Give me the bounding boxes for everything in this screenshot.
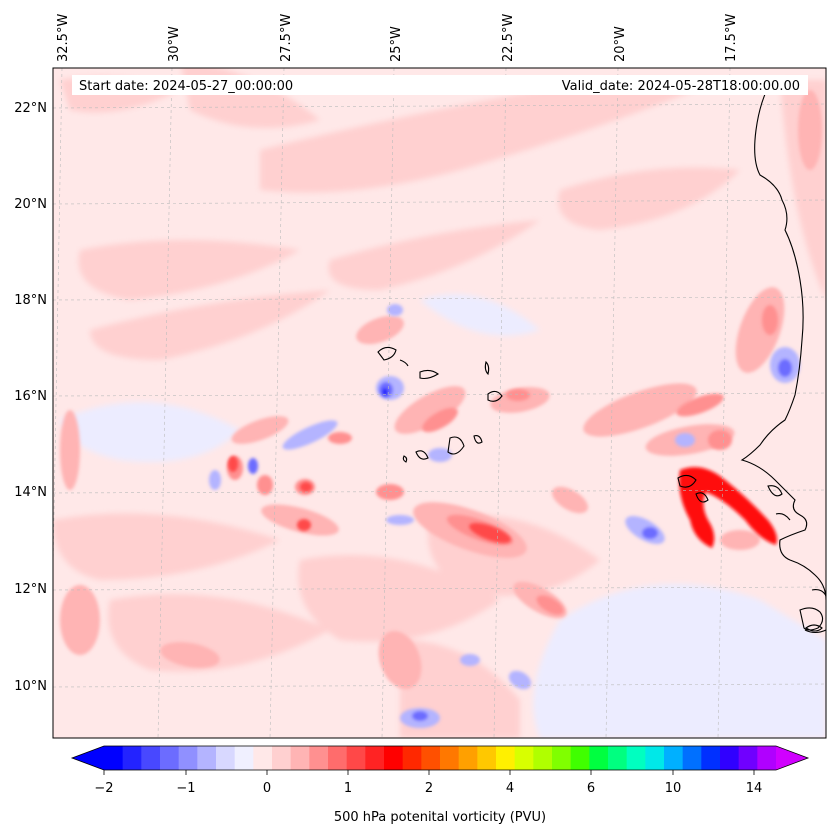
lon-label: 30°W — [167, 26, 182, 62]
colorbar-cell — [328, 746, 348, 770]
colorbar-under-arrow — [72, 746, 104, 770]
map-plot-area: Start date: 2024-05-27_00:00:00 Valid_da… — [53, 68, 826, 738]
colorbar-tick-label: −1 — [176, 781, 195, 796]
graticule — [53, 68, 826, 738]
colorbar-cell — [533, 746, 553, 770]
africa-coast — [740, 79, 826, 601]
colorbar-cell — [122, 746, 142, 770]
colorbar-cell — [216, 746, 236, 770]
colorbar-tick-label: 2 — [425, 781, 433, 796]
colorbar-cell — [570, 746, 590, 770]
lat-label: 22°N — [14, 101, 47, 116]
longitude-labels: 32.5°W 30°W 27.5°W 25°W 22.5°W 20°W 17.5… — [56, 14, 739, 62]
colorbar-cell — [589, 746, 609, 770]
colorbar-cell — [682, 746, 702, 770]
coastlines — [740, 79, 826, 634]
lat-label: 10°N — [14, 679, 47, 694]
colorbar-cell — [290, 746, 310, 770]
colorbar: −2 −1 0 1 2 4 6 10 14 500 hPa potenital … — [70, 745, 810, 825]
colorbar-tick-label: 6 — [587, 781, 595, 796]
lat-label: 20°N — [14, 197, 47, 212]
colorbar-cell — [272, 746, 292, 770]
colorbar-tick-label: 14 — [746, 781, 763, 796]
colorbar-cell — [160, 746, 180, 770]
lon-label: 32.5°W — [56, 14, 71, 62]
colorbar-cell — [496, 746, 516, 770]
colorbar-tick-label: −2 — [94, 781, 113, 796]
lon-label: 27.5°W — [279, 14, 294, 62]
colorbar-cell — [346, 746, 366, 770]
lat-label: 18°N — [14, 293, 47, 308]
lat-label: 14°N — [14, 485, 47, 500]
colorbar-cell — [645, 746, 665, 770]
colorbar-cell — [365, 746, 385, 770]
colorbar-cell — [626, 746, 646, 770]
pv-maxima — [228, 456, 777, 548]
lon-label: 22.5°W — [501, 14, 516, 62]
colorbar-cell — [720, 746, 740, 770]
colorbar-cell — [141, 746, 161, 770]
colorbar-cell — [253, 746, 273, 770]
colorbar-cell — [384, 746, 404, 770]
colorbar-cell — [197, 746, 217, 770]
colorbar-cell — [608, 746, 628, 770]
lat-label: 16°N — [14, 389, 47, 404]
guinea-coast — [799, 607, 824, 631]
valid-date-text: Valid_date: 2024-05-28T18:00:00.00 — [562, 79, 800, 94]
colorbar-ticks — [103, 770, 755, 775]
lat-label: 12°N — [14, 582, 47, 597]
map-frame — [52, 67, 827, 739]
colorbar-over-arrow — [776, 746, 808, 770]
islands — [377, 346, 823, 632]
latitude-labels: 22°N 20°N 18°N 16°N 14°N 12°N 10°N — [14, 101, 47, 694]
colorbar-cell — [402, 746, 422, 770]
lon-label: 25°W — [389, 26, 404, 62]
colorbar-cell — [234, 746, 254, 770]
colorbar-tick-label: 1 — [344, 781, 352, 796]
colorbar-cell — [738, 746, 758, 770]
header-box — [72, 75, 808, 95]
pv-negative-features — [209, 304, 800, 728]
colorbar-cell — [701, 746, 721, 770]
colorbar-cell — [104, 746, 124, 770]
colorbar-cell — [477, 746, 497, 770]
colorbar-cell — [757, 746, 777, 770]
colorbar-cell — [664, 746, 684, 770]
colorbar-cell — [458, 746, 478, 770]
lon-label: 20°W — [613, 26, 628, 62]
colorbar-tick-label: 4 — [506, 781, 514, 796]
colorbar-tick-label: 10 — [665, 781, 682, 796]
colorbar-cell — [440, 746, 460, 770]
colorbar-label: 500 hPa potenital vorticity (PVU) — [334, 810, 546, 825]
colorbar-cell — [309, 746, 329, 770]
start-date-text: Start date: 2024-05-27_00:00:00 — [79, 79, 293, 94]
colorbar-cell — [514, 746, 534, 770]
colorbar-cell — [552, 746, 572, 770]
colorbar-tick-label: 0 — [263, 781, 271, 796]
colorbar-cell — [178, 746, 198, 770]
lon-label: 17.5°W — [724, 14, 739, 62]
colorbar-cells — [104, 746, 777, 770]
colorbar-cell — [421, 746, 441, 770]
